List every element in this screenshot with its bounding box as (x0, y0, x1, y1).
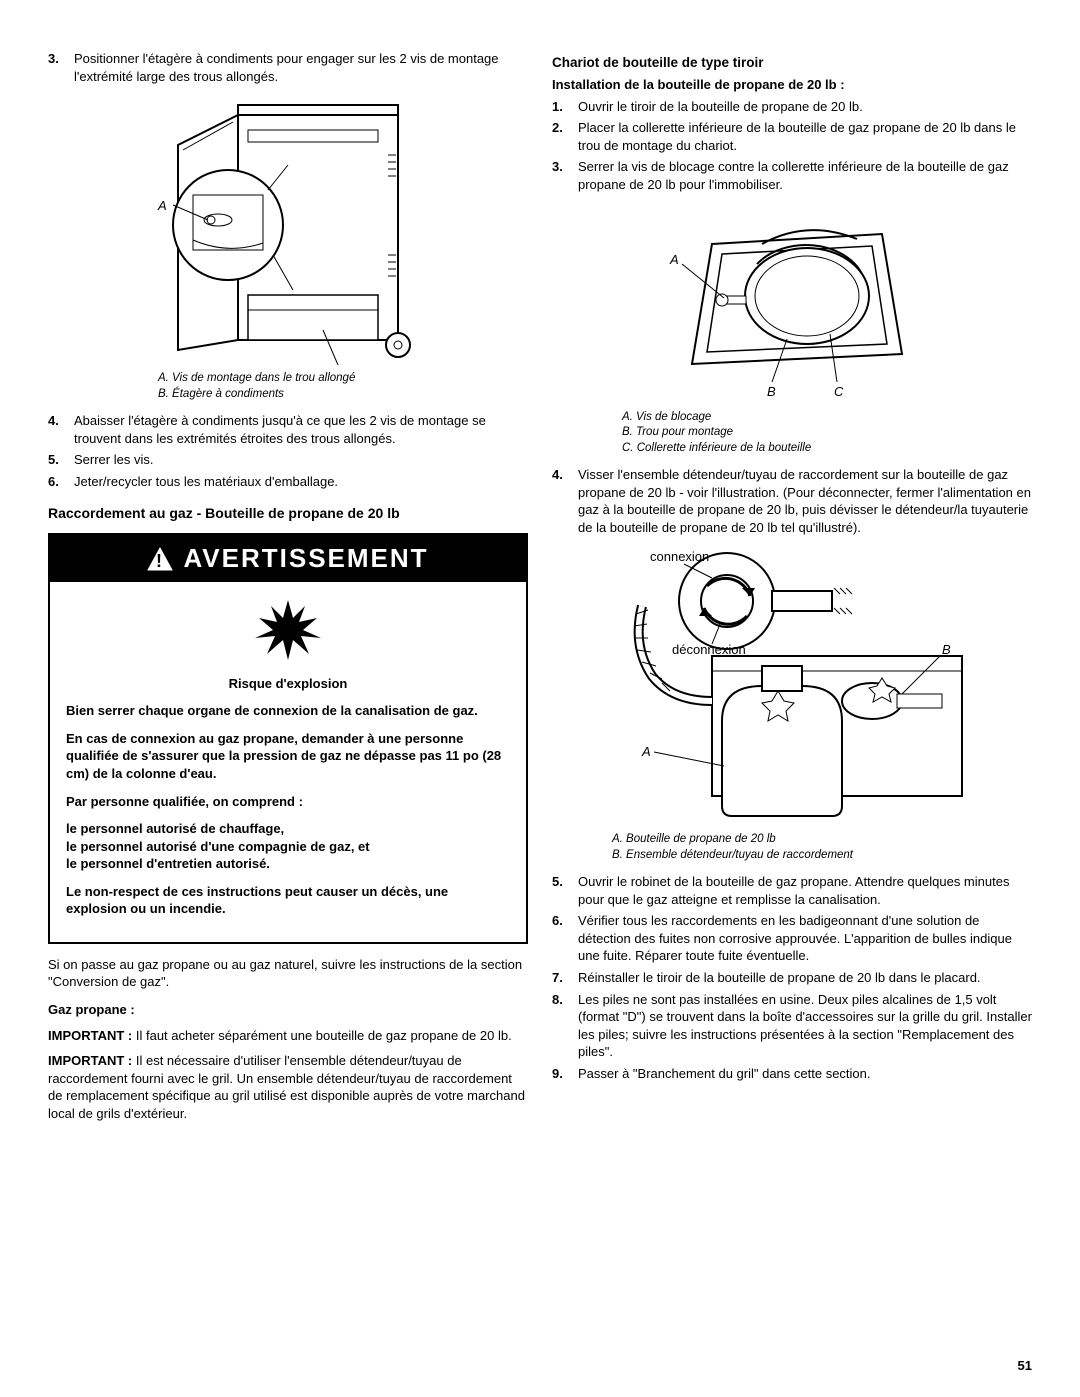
chariot-heading: Chariot de bouteille de type tiroir (552, 54, 1032, 72)
step-number: 4. (552, 466, 578, 536)
rstep-6: 6. Vérifier tous les raccordements en le… (552, 912, 1032, 965)
warning-line: le personnel d'entretien autorisé. (66, 856, 270, 871)
step-number: 7. (552, 969, 578, 987)
rstep-3: 3. Serrer la vis de blocage contre la co… (552, 158, 1032, 193)
warning-body: Risque d'explosion Bien serrer chaque or… (50, 675, 526, 942)
warning-line: le personnel autorisé d'une compagnie de… (66, 839, 370, 854)
conversion-para: Si on passe au gaz propane ou au gaz nat… (48, 956, 528, 991)
svg-text:C: C (834, 384, 844, 399)
important-1: IMPORTANT : Il faut acheter séparément u… (48, 1027, 528, 1045)
step-number: 6. (552, 912, 578, 965)
step-text: Passer à "Branchement du gril" dans cett… (578, 1065, 1032, 1083)
rstep-9: 9. Passer à "Branchement du gril" dans c… (552, 1065, 1032, 1083)
svg-text:B: B (767, 384, 776, 399)
important-label: IMPORTANT : (48, 1053, 132, 1068)
svg-text:A: A (669, 252, 679, 267)
important-2: IMPORTANT : Il est nécessaire d'utiliser… (48, 1052, 528, 1122)
svg-text:déconnexion: déconnexion (672, 642, 746, 657)
step-number: 6. (48, 473, 74, 491)
figure-regulator: connexion déconnexion A B A. Bouteille d… (552, 546, 1032, 863)
step-5: 5. Serrer les vis. (48, 451, 528, 469)
caption-line: A. Vis de blocage (622, 410, 882, 426)
svg-text:A: A (157, 198, 167, 213)
step-number: 2. (552, 119, 578, 154)
figure-regulator-caption: A. Bouteille de propane de 20 lb B. Ense… (612, 832, 912, 863)
step-text: Jeter/recycler tous les matériaux d'emba… (74, 473, 528, 491)
warning-risk: Risque d'explosion (66, 675, 510, 693)
step-number: 4. (48, 412, 74, 447)
warning-para: le personnel autorisé de chauffage, le p… (66, 820, 510, 873)
step-number: 3. (552, 158, 578, 193)
step-text: Les piles ne sont pas installées en usin… (578, 991, 1032, 1061)
step-number: 1. (552, 98, 578, 116)
figure-shelf: A B A. Vis de montage dans le trou allon… (48, 95, 528, 402)
warning-para: En cas de connexion au gaz propane, dema… (66, 730, 510, 783)
caption-line: B. Trou pour montage (622, 425, 882, 441)
rstep-2: 2. Placer la collerette inférieure de la… (552, 119, 1032, 154)
rstep-7: 7. Réinstaller le tiroir de la bouteille… (552, 969, 1032, 987)
caption-line: A. Bouteille de propane de 20 lb (612, 832, 912, 848)
warning-header: ! AVERTISSEMENT (50, 535, 526, 582)
step-text: Ouvrir le robinet de la bouteille de gaz… (578, 873, 1032, 908)
svg-text:A: A (641, 744, 651, 759)
step-number: 8. (552, 991, 578, 1061)
rstep-8: 8. Les piles ne sont pas installées en u… (552, 991, 1032, 1061)
warning-box: ! AVERTISSEMENT Risque d'explosion Bien … (48, 533, 528, 944)
caption-line: B. Ensemble détendeur/tuyau de raccordem… (612, 848, 912, 864)
rstep-1: 1. Ouvrir le tiroir de la bouteille de p… (552, 98, 1032, 116)
raccordement-heading: Raccordement au gaz - Bouteille de propa… (48, 504, 528, 523)
rstep-5: 5. Ouvrir le robinet de la bouteille de … (552, 873, 1032, 908)
step-text: Serrer la vis de blocage contre la colle… (578, 158, 1032, 193)
important-text: Il faut acheter séparément une bouteille… (132, 1028, 511, 1043)
step-text: Réinstaller le tiroir de la bouteille de… (578, 969, 1032, 987)
step-number: 5. (552, 873, 578, 908)
step-text: Serrer les vis. (74, 451, 528, 469)
step-6: 6. Jeter/recycler tous les matériaux d'e… (48, 473, 528, 491)
gaz-propane-heading: Gaz propane : (48, 1001, 528, 1019)
caption-line: C. Collerette inférieure de la bouteille (622, 441, 882, 457)
step-number: 5. (48, 451, 74, 469)
figure-shelf-caption: A. Vis de montage dans le trou allongé B… (158, 371, 418, 402)
svg-text:connexion: connexion (650, 549, 709, 564)
warning-para: Par personne qualifiée, on comprend : (66, 793, 510, 811)
page-number: 51 (1018, 1357, 1032, 1375)
step-number: 9. (552, 1065, 578, 1083)
left-column: 3. Positionner l'étagère à condiments po… (48, 50, 528, 1130)
caption-line: B. Étagère à condiments (158, 387, 418, 403)
warning-title: AVERTISSEMENT (183, 541, 428, 576)
svg-text:B: B (942, 642, 951, 657)
step-text: Abaisser l'étagère à condiments jusqu'à … (74, 412, 528, 447)
svg-text:!: ! (156, 551, 164, 571)
important-label: IMPORTANT : (48, 1028, 132, 1043)
step-text: Vérifier tous les raccordements en les b… (578, 912, 1032, 965)
warning-para: Le non-respect de ces instructions peut … (66, 883, 510, 918)
caption-line: A. Vis de montage dans le trou allongé (158, 371, 418, 387)
step-text: Placer la collerette inférieure de la bo… (578, 119, 1032, 154)
step-number: 3. (48, 50, 74, 85)
step-4: 4. Abaisser l'étagère à condiments jusqu… (48, 412, 528, 447)
warning-triangle-icon: ! (147, 547, 173, 571)
right-column: Chariot de bouteille de type tiroir Inst… (552, 50, 1032, 1130)
rstep-4: 4. Visser l'ensemble détendeur/tuyau de … (552, 466, 1032, 536)
warning-para: Bien serrer chaque organe de connexion d… (66, 702, 510, 720)
step-text: Visser l'ensemble détendeur/tuyau de rac… (578, 466, 1032, 536)
warning-line: le personnel autorisé de chauffage, (66, 821, 284, 836)
warning-explosion-icon (50, 582, 526, 675)
figure-tank-base-caption: A. Vis de blocage B. Trou pour montage C… (622, 410, 882, 457)
step-text: Ouvrir le tiroir de la bouteille de prop… (578, 98, 1032, 116)
step-text: Positionner l'étagère à condiments pour … (74, 50, 528, 85)
figure-tank-base: A B C A. Vis de blocage B. Trou pour mon… (552, 204, 1032, 457)
installation-heading: Installation de la bouteille de propane … (552, 76, 1032, 94)
step-3: 3. Positionner l'étagère à condiments po… (48, 50, 528, 85)
